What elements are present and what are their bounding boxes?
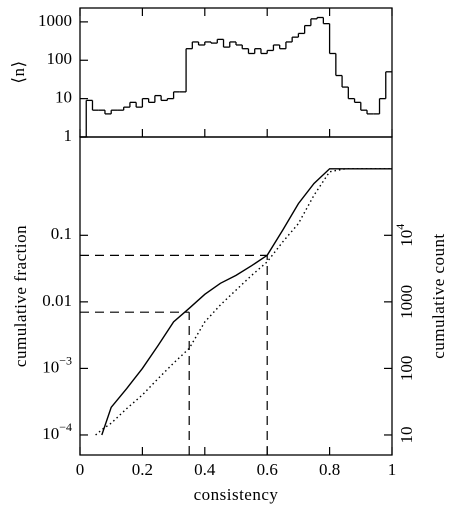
y-tick-label: 10−3: [42, 353, 72, 376]
x-tick-label: 1: [388, 460, 397, 479]
y2-tick-label: 100: [397, 356, 416, 382]
cumulative-line: [95, 168, 392, 436]
y2-tick-label: 10: [397, 426, 416, 443]
bottom-frame: [79, 136, 393, 456]
y-tick-label: 10−4: [42, 420, 72, 443]
y2-tick-label: 1000: [397, 285, 416, 319]
top-frame: [79, 7, 393, 138]
y-tick-label: 0.1: [51, 224, 72, 243]
y-tick-label: 0.01: [42, 291, 72, 310]
x-label: consistency: [194, 485, 279, 504]
x-tick-label: 0.4: [194, 460, 216, 479]
y-tick-label: 10: [55, 88, 72, 107]
x-tick-label: 0.6: [257, 460, 278, 479]
y-tick-label: 100: [47, 49, 73, 68]
x-tick-label: 0.2: [132, 460, 153, 479]
y-tick-label: 1000: [38, 11, 72, 30]
y2-tick-label: 104: [393, 224, 416, 247]
y-label: cumulative fraction: [11, 225, 30, 367]
y-tick-label: 1: [64, 126, 73, 145]
top-y-label: ⟨n⟩: [9, 60, 28, 83]
x-tick-label: 0.8: [319, 460, 340, 479]
x-tick-label: 0: [76, 460, 85, 479]
y2-label: cumulative count: [429, 233, 448, 359]
cumulative-line: [101, 168, 392, 436]
